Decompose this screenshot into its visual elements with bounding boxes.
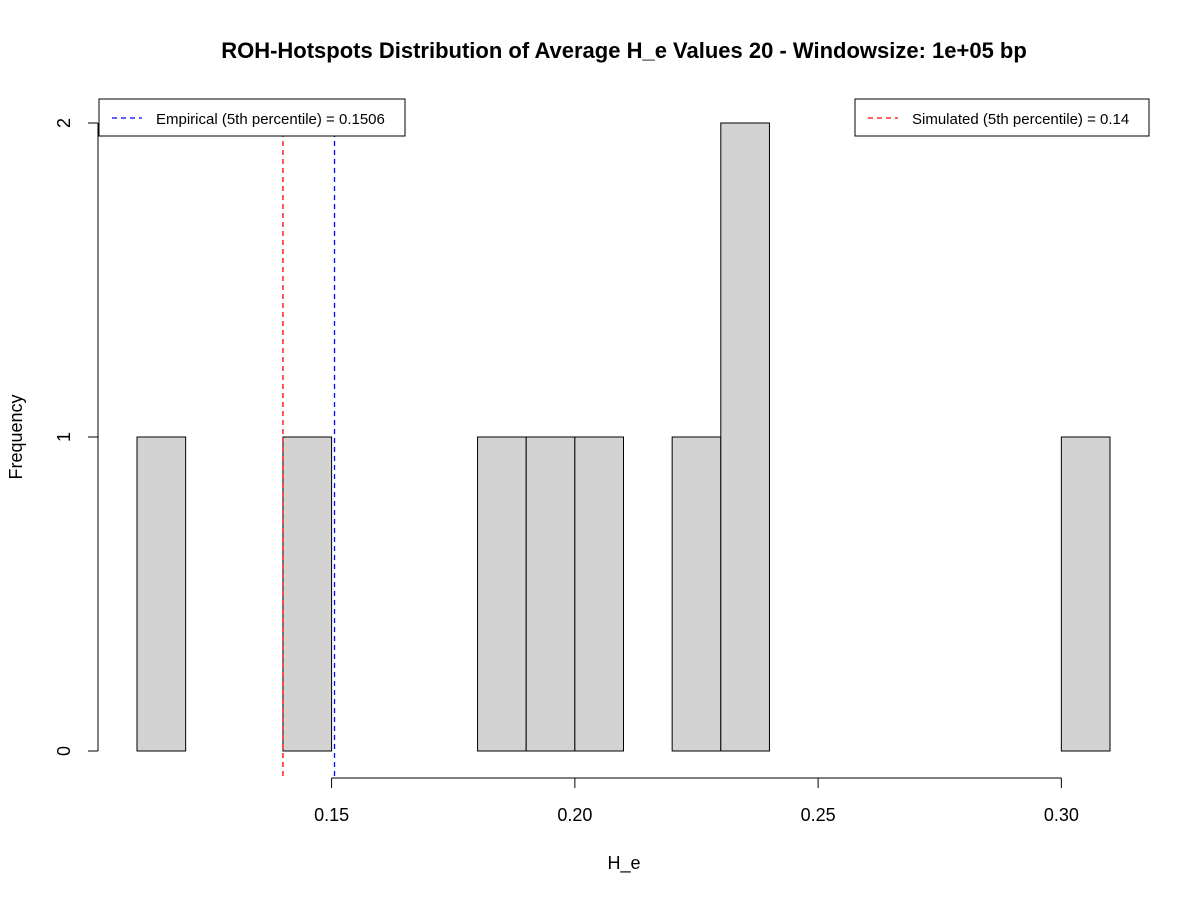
- histogram-bar: [1060, 436, 1111, 752]
- legend-empirical-box: [98, 98, 406, 137]
- legend-simulated-box: [854, 98, 1150, 137]
- y-tick-label: 0: [54, 746, 74, 756]
- reference-lines-layer: [282, 123, 336, 778]
- histogram-bar: [525, 436, 576, 752]
- x-tick-label: 0.20: [557, 805, 592, 825]
- legend-empirical-label: Empirical (5th percentile) = 0.1506: [156, 111, 385, 128]
- y-tick-label: 2: [54, 118, 74, 128]
- legend-simulated-label: Simulated (5th percentile) = 0.14: [912, 111, 1129, 128]
- legend-empirical: Empirical (5th percentile) = 0.1506: [98, 98, 406, 137]
- histogram-bar: [671, 436, 722, 752]
- y-axis-label: Frequency: [6, 394, 26, 479]
- x-axis-label: H_e: [607, 853, 640, 874]
- histogram-bar: [282, 436, 333, 752]
- histogram-bar: [477, 436, 527, 752]
- x-tick-label: 0.15: [314, 805, 349, 825]
- x-axis: 0.15 0.20 0.25 0.30: [314, 777, 1079, 825]
- chart-title: ROH-Hotspots Distribution of Average H_e…: [221, 38, 1027, 63]
- histogram-bar: [136, 436, 187, 752]
- bars-layer: [136, 122, 1111, 752]
- y-axis: 0 1 2: [54, 118, 99, 756]
- legend-simulated: Simulated (5th percentile) = 0.14: [854, 98, 1150, 137]
- x-tick-label: 0.30: [1044, 805, 1079, 825]
- histogram-bar: [720, 122, 770, 752]
- histogram-bar: [574, 436, 624, 752]
- y-tick-label: 1: [54, 432, 74, 442]
- x-tick-label: 0.25: [801, 805, 836, 825]
